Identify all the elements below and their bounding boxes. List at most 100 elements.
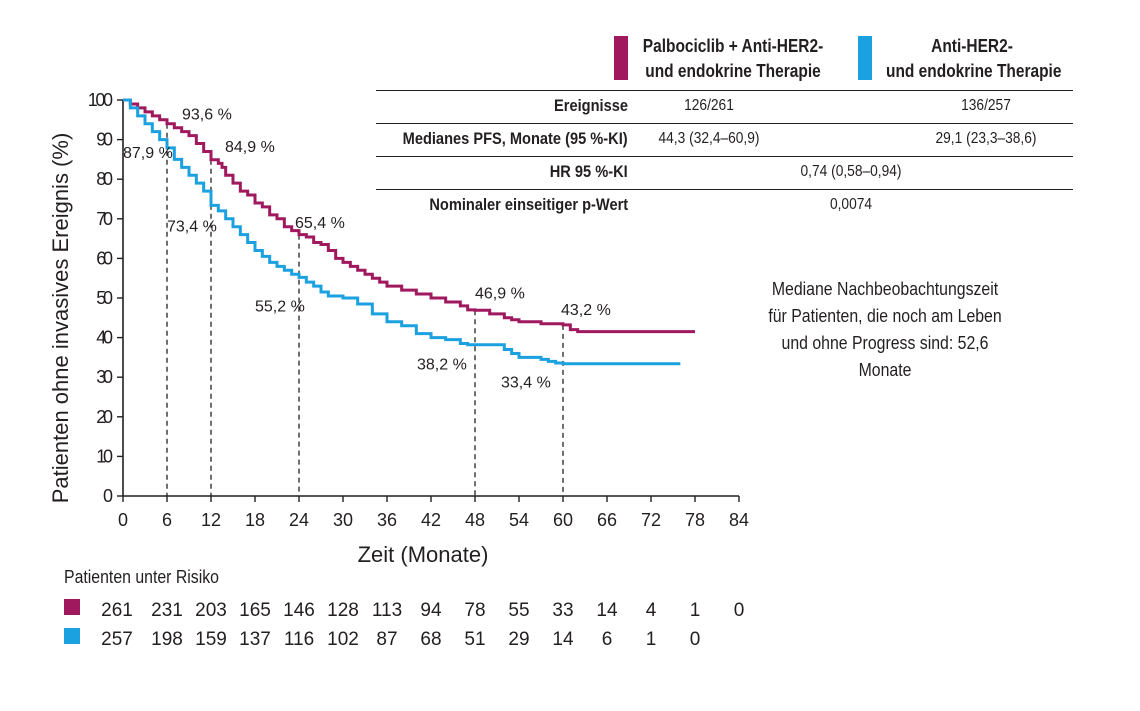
risk-value-anti-her2: 29 [508,629,529,650]
risk-value-palbociclib: 261 [101,600,133,621]
stats-row-events: Ereignisse 126/261 136/257 [376,90,1073,123]
stats-row-hazard-ratio: HR 95 %-KI 0,74 (0,58–0,94) [376,156,1073,189]
x-tick-label: 24 [289,510,309,530]
risk-swatch-anti-her2 [64,628,80,644]
y-tick-label: 50 [96,288,113,308]
legend-swatch-palbociclib [614,36,628,80]
risk-swatch-palbociclib [64,599,80,615]
risk-value-palbociclib: 165 [239,600,271,621]
series-line-palbociclib [123,98,695,334]
stats-value-palbociclib: 126/261 [684,97,734,114]
risk-value-anti-her2: 257 [101,629,133,650]
annotation-palbociclib: 84,9 % [225,139,275,156]
risk-value-palbociclib: 55 [508,600,529,621]
stats-table: Ereignisse 126/261 136/257 Medianes PFS,… [376,90,1073,222]
annotation-anti-her2: 38,2 % [417,357,467,374]
y-tick-label: 10 [96,446,113,466]
risk-value-palbociclib: 231 [151,600,183,621]
y-tick-label: 40 [96,328,113,348]
risk-value-palbociclib: 33 [552,600,573,621]
legend-swatch-anti-her2 [858,36,872,80]
legend-label-anti-her2-line1: Anti-HER2- [931,36,1013,56]
y-tick-label: 60 [96,248,113,268]
series-line-anti-her2 [123,98,681,366]
x-tick-label: 18 [245,510,265,530]
x-tick-label: 0 [118,510,128,530]
annotation-palbociclib: 65,4 % [295,215,345,232]
risk-value-anti-her2: 116 [284,629,314,650]
y-tick-label: 0 [103,486,113,506]
stats-label: Medianes PFS, Monate (95 %-KI) [402,129,628,148]
risk-value-anti-her2: 14 [552,629,574,650]
stats-row-median-pfs: Medianes PFS, Monate (95 %-KI) 44,3 (32,… [376,123,1073,156]
risk-table-title: Patienten unter Risiko [64,567,219,587]
risk-value-palbociclib: 14 [596,600,618,621]
stats-label: Nominaler einseitiger p-Wert [429,195,628,214]
risk-value-palbociclib: 203 [195,600,227,621]
followup-note-line1: Mediane Nachbeobachtungszeit [771,279,999,299]
legend-label-anti-her2: Anti-HER2- und endokrine Therapie [886,34,1062,84]
stats-row-p-value: Nominaler einseitiger p-Wert 0,0074 [376,189,1073,222]
stats-label: HR 95 %-KI [550,162,628,181]
risk-value-palbociclib: 94 [420,600,442,621]
y-tick-label: 20 [96,407,113,427]
risk-value-palbociclib: 128 [327,600,359,621]
risk-value-palbociclib: 146 [283,600,315,621]
legend-label-palbociclib: Palbociclib + Anti-HER2- und endokrine T… [643,34,824,84]
x-tick-label: 78 [685,510,705,530]
legend-palbociclib: Palbociclib + Anti-HER2- und endokrine T… [614,34,830,86]
legend-label-palbociclib-line2: und endokrine Therapie [645,61,821,81]
followup-note-line2: für Patienten, die noch am Leben [768,306,1002,326]
x-tick-label: 54 [509,510,529,530]
stats-value-anti-her2: 136/257 [961,97,1011,114]
x-tick-label: 6 [162,510,172,530]
y-axis-label: Patienten ohne invasives Ereignis (%) [48,133,73,504]
x-tick-label: 48 [465,510,485,530]
risk-value-palbociclib: 1 [690,600,701,621]
annotation-palbociclib: 43,2 % [561,302,611,319]
risk-value-anti-her2: 1 [646,629,657,650]
y-tick-label: 100 [88,90,113,110]
risk-value-anti-her2: 6 [602,629,613,650]
risk-value-palbociclib: 4 [646,600,657,621]
risk-value-palbociclib: 113 [372,600,402,621]
legend-label-palbociclib-line1: Palbociclib + Anti-HER2- [642,36,824,56]
risk-value-palbociclib: 78 [464,600,485,621]
y-tick-label: 30 [96,367,113,387]
x-tick-label: 12 [201,510,221,530]
stats-value-palbociclib: 44,3 (32,4–60,9) [658,130,760,147]
annotation-anti-her2: 55,2 % [255,298,305,315]
risk-value-anti-her2: 137 [239,629,271,650]
y-tick-label: 70 [96,209,113,229]
risk-value-anti-her2: 68 [420,629,441,650]
followup-note-line3: und ohne Progress sind: 52,6 Monate [781,333,989,380]
risk-value-anti-her2: 51 [464,629,485,650]
risk-value-anti-her2: 102 [327,629,359,650]
legend-anti-her2: Anti-HER2- und endokrine Therapie [858,34,1070,86]
followup-note: Mediane Nachbeobachtungszeit für Patient… [757,276,1012,384]
risk-value-anti-her2: 198 [151,629,183,650]
x-tick-label: 36 [377,510,397,530]
y-tick-label: 90 [96,130,113,150]
annotation-palbociclib: 93,6 % [182,106,232,123]
legend-label-anti-her2-line2: und endokrine Therapie [886,61,1062,81]
annotation-anti-her2: 87,9 % [123,145,173,162]
stats-value-combined: 0,0074 [829,196,873,213]
risk-value-anti-her2: 0 [690,629,701,650]
stats-value-combined: 0,74 (0,58–0,94) [800,163,902,180]
x-tick-label: 66 [597,510,617,530]
annotation-palbociclib: 46,9 % [475,285,525,302]
y-tick-label: 80 [96,169,113,189]
annotation-anti-her2: 33,4 % [501,375,551,392]
risk-value-palbociclib: 0 [734,600,745,621]
x-tick-label: 72 [641,510,661,530]
x-tick-label: 30 [333,510,353,530]
stats-value-anti-her2: 29,1 (23,3–38,6) [935,130,1037,147]
annotation-anti-her2: 73,4 % [167,218,217,235]
x-tick-label: 42 [421,510,441,530]
risk-value-anti-her2: 87 [376,629,397,650]
x-tick-label: 60 [553,510,573,530]
risk-value-anti-her2: 159 [195,629,227,650]
stats-label: Ereignisse [554,96,628,115]
